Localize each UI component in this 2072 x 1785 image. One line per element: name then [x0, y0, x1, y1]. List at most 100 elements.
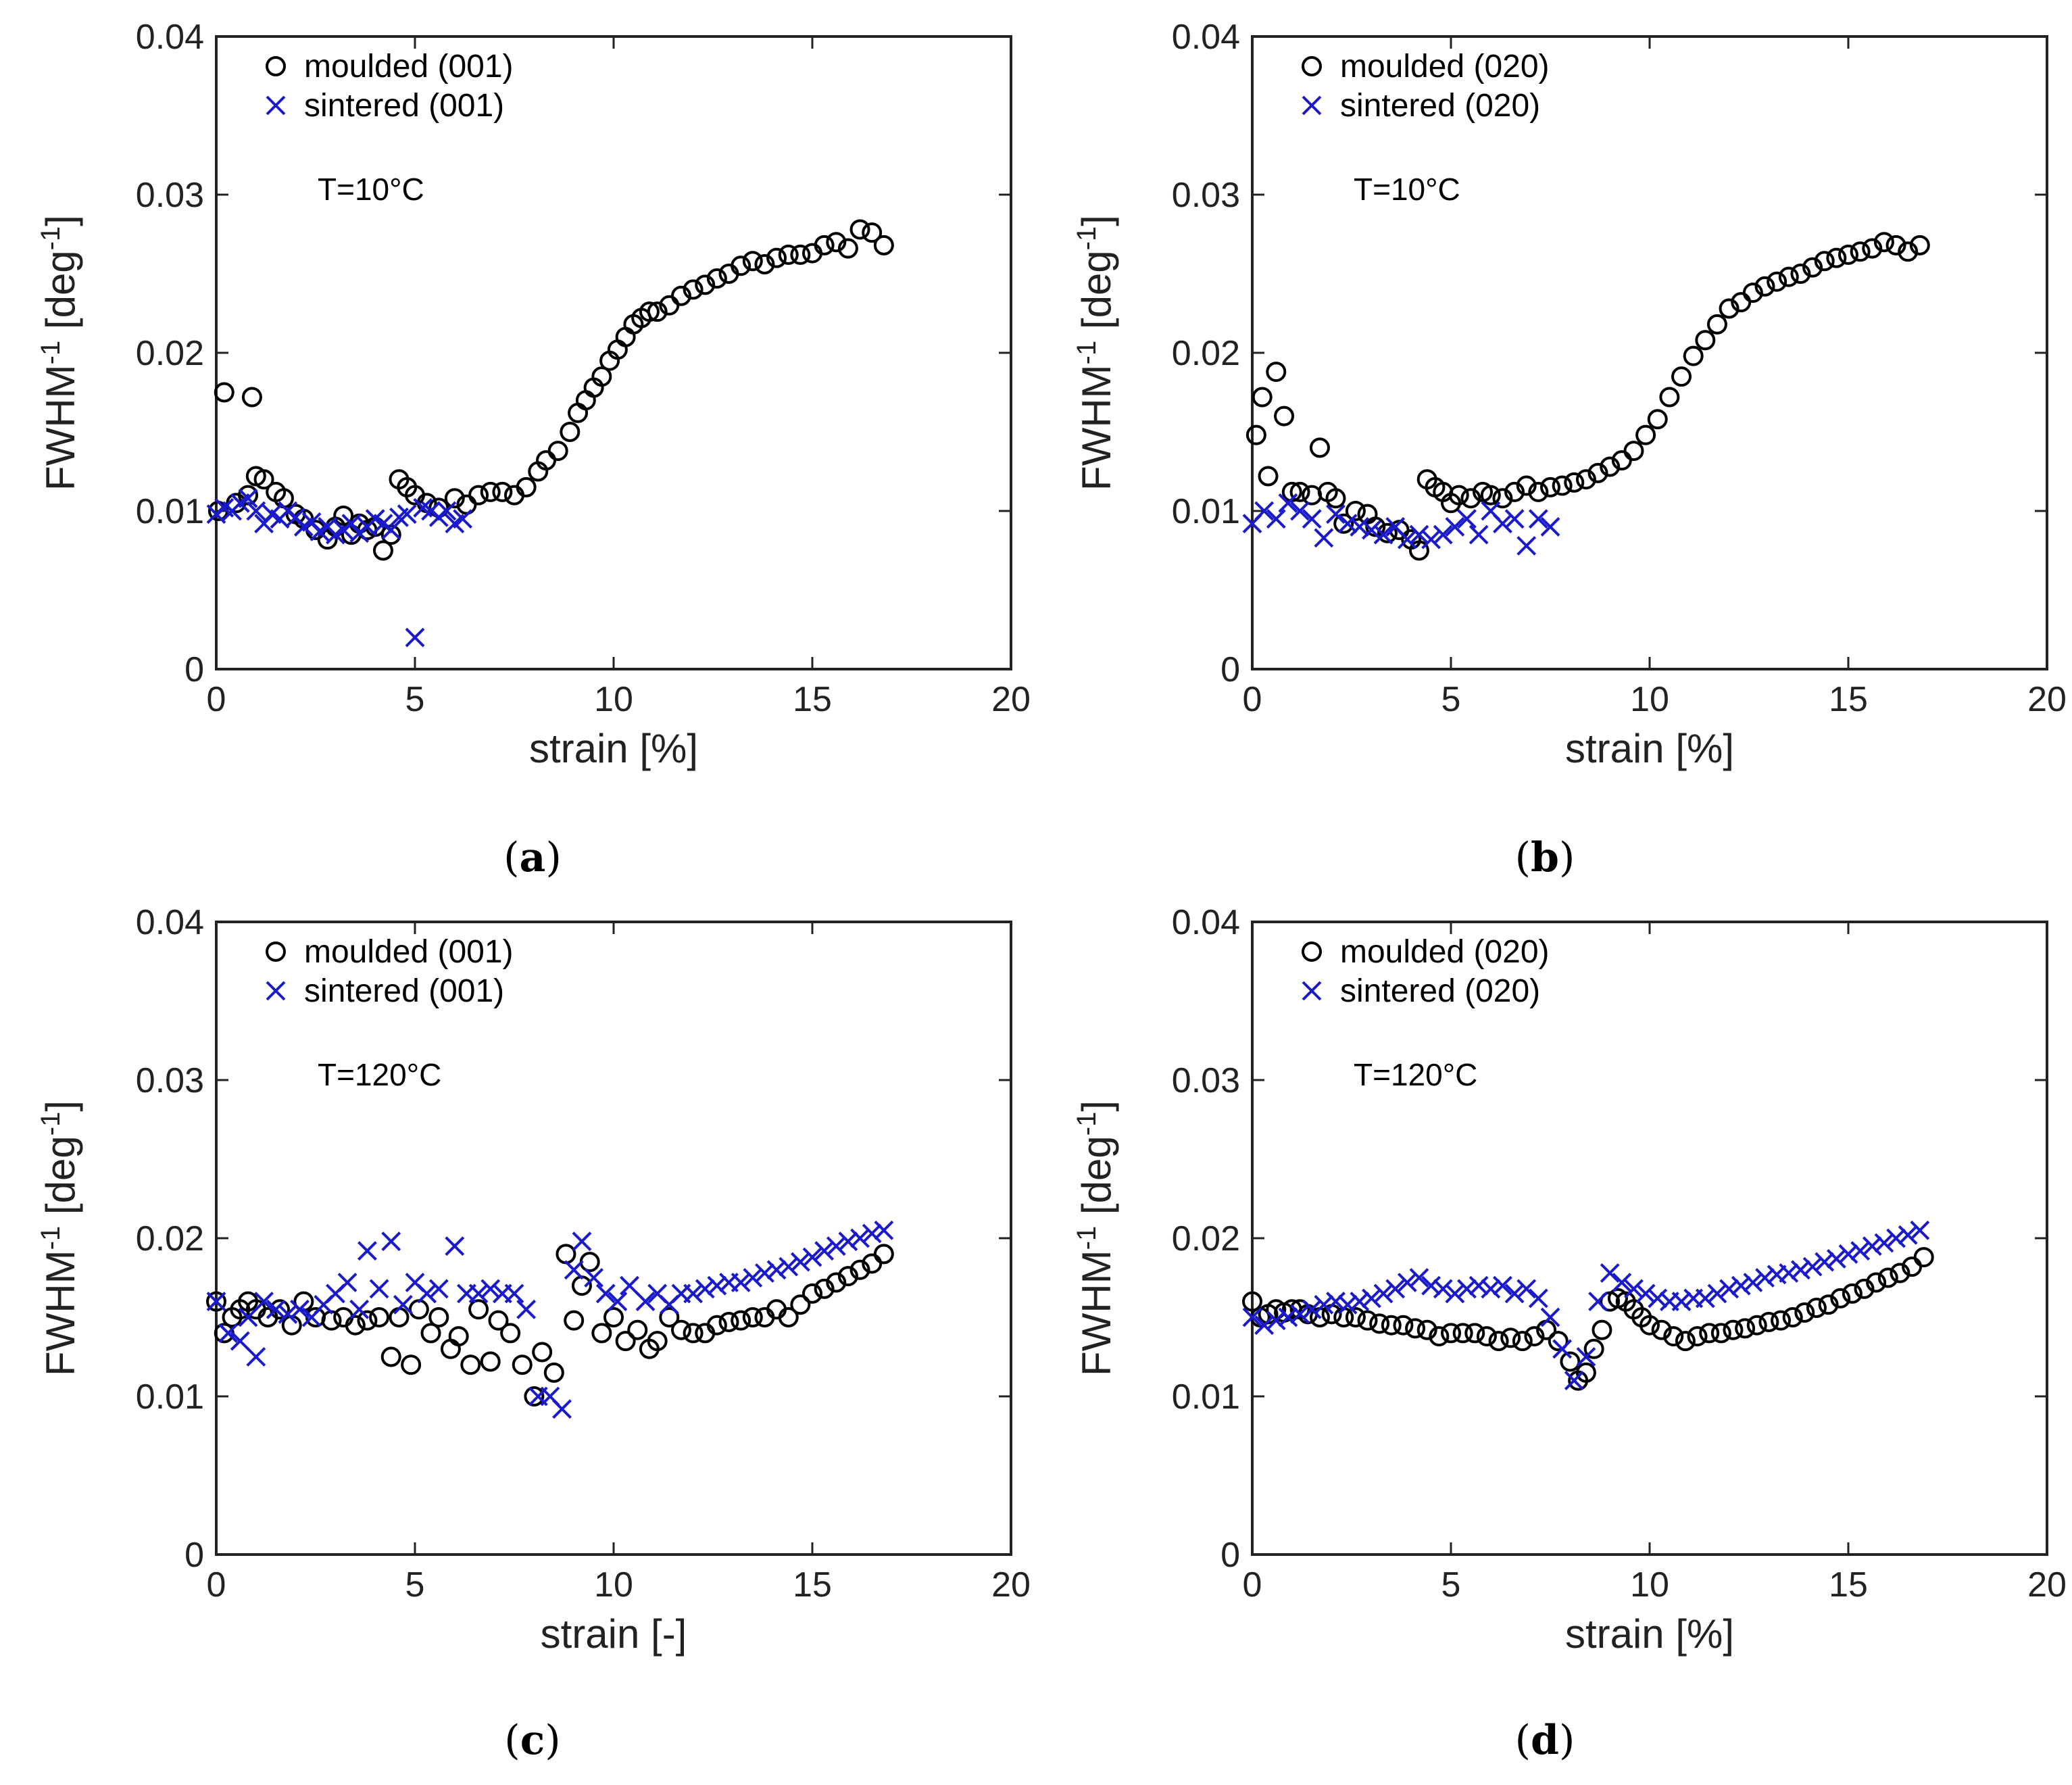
point-moulded	[754, 253, 775, 274]
point-sintered	[584, 1268, 604, 1288]
point-sintered	[635, 1292, 656, 1312]
point-sintered	[1564, 1371, 1584, 1391]
point-sintered	[862, 1223, 882, 1244]
point-moulded	[428, 1307, 449, 1327]
legend-marker-moulded	[266, 942, 286, 962]
point-moulded	[1552, 475, 1573, 496]
point-moulded	[440, 1338, 461, 1359]
point-moulded	[389, 1307, 410, 1327]
x-tick-label: 0	[1243, 680, 1262, 719]
point-moulded	[1909, 235, 1930, 255]
point-moulded	[1723, 1319, 1744, 1340]
point-moulded	[468, 485, 489, 506]
point-moulded	[1452, 1323, 1473, 1344]
point-sintered	[428, 1279, 449, 1299]
y-tick-label: 0.02	[1172, 334, 1240, 373]
point-sintered	[480, 1279, 501, 1299]
point-moulded	[1746, 1315, 1767, 1336]
point-sintered	[516, 1299, 537, 1319]
point-moulded	[1302, 485, 1323, 506]
point-moulded	[1818, 1294, 1839, 1315]
point-sintered	[405, 627, 425, 647]
y-tick-label: 0.04	[1172, 18, 1240, 57]
legend-label: sintered (001)	[304, 973, 504, 1009]
legend-marker-moulded	[1302, 56, 1322, 76]
point-sintered	[1266, 509, 1286, 529]
x-tick-label: 10	[1630, 1565, 1669, 1605]
point-sintered	[572, 1231, 592, 1252]
legend-marker-sintered	[1302, 95, 1322, 116]
point-moulded	[1862, 238, 1883, 259]
point-moulded	[826, 1272, 847, 1293]
point-moulded	[1806, 1297, 1827, 1318]
point-sintered	[1302, 509, 1322, 529]
point-moulded	[778, 244, 799, 265]
point-moulded	[1850, 241, 1871, 262]
point-sintered	[1552, 1339, 1573, 1359]
point-sintered	[1815, 1252, 1835, 1272]
point-sintered	[1874, 1233, 1894, 1253]
point-moulded	[790, 1294, 811, 1315]
point-moulded	[1512, 1331, 1533, 1352]
point-sintered	[1290, 501, 1310, 521]
point-sintered	[290, 1299, 310, 1319]
point-sintered	[1445, 1283, 1465, 1304]
point-sintered	[1469, 1275, 1489, 1296]
plot-area: 0 5 10 15 20 0 0.01 0.02 0.03 0.04 strain [-] FWHM-…	[36, 903, 1031, 1657]
point-moulded	[742, 1307, 763, 1327]
point-sintered	[417, 1283, 437, 1304]
y-tick-label: 0.02	[136, 1219, 204, 1258]
plot-area: 0 5 10 15 20 0 0.01 0.02 0.03 0.04 strain [%] FWHM-…	[36, 18, 1031, 771]
point-moulded	[1441, 1323, 1461, 1344]
y-axis-label: FWHM-1 [deg-1]	[1072, 1100, 1119, 1376]
y-axis-label: FWHM-1 [deg-1]	[1072, 215, 1119, 491]
point-sintered	[1528, 1288, 1548, 1309]
point-moulded	[1742, 283, 1763, 303]
point-sintered	[1576, 1347, 1596, 1367]
legend-marker-moulded	[1302, 942, 1322, 962]
point-sintered	[838, 1231, 858, 1252]
plot-area: 0 5 10 15 20 0 0.01 0.02 0.03 0.04 strain [%] FWHM-…	[1072, 18, 2067, 771]
point-moulded	[706, 1315, 727, 1336]
x-axis-label: strain [%]	[529, 726, 698, 771]
point-sintered	[1421, 529, 1441, 549]
point-moulded	[1651, 1319, 1672, 1340]
point-moulded	[568, 402, 589, 423]
point-moulded	[1877, 1267, 1898, 1288]
point-sintered	[826, 1236, 846, 1256]
point-sintered	[755, 1263, 774, 1283]
point-sintered	[874, 1220, 894, 1240]
point-sintered	[1397, 1273, 1417, 1292]
point-moulded	[1560, 1351, 1581, 1372]
point-moulded	[1885, 235, 1906, 255]
point-sintered	[620, 1275, 639, 1296]
point-sintered	[1433, 524, 1453, 545]
point-sintered	[1278, 493, 1298, 513]
x-tick-label: 20	[991, 680, 1031, 719]
point-moulded	[564, 1310, 585, 1331]
point-moulded	[1429, 1326, 1450, 1347]
point-moulded	[1647, 409, 1668, 430]
point-moulded	[206, 1291, 226, 1312]
point-sintered	[707, 1275, 727, 1296]
point-sintered	[1445, 516, 1465, 537]
point-sintered	[278, 1304, 298, 1324]
point-sintered	[381, 520, 401, 540]
point-moulded	[575, 390, 596, 411]
x-tick-label: 0	[207, 680, 226, 719]
point-moulded	[1790, 264, 1811, 284]
point-sintered	[1337, 514, 1358, 534]
point-moulded	[1873, 232, 1894, 253]
point-sintered	[357, 1241, 377, 1261]
point-moulded	[345, 1315, 366, 1336]
point-moulded	[512, 1354, 533, 1375]
point-sintered	[246, 1347, 266, 1367]
point-sintered	[1779, 1263, 1799, 1283]
point-sintered	[1337, 1294, 1358, 1315]
point-moulded	[1274, 406, 1295, 426]
point-moulded	[1245, 424, 1266, 445]
point-moulded	[1575, 1362, 1596, 1383]
point-moulded	[1464, 1323, 1485, 1344]
point-moulded	[571, 1275, 592, 1296]
point-moulded	[1699, 1323, 1720, 1344]
